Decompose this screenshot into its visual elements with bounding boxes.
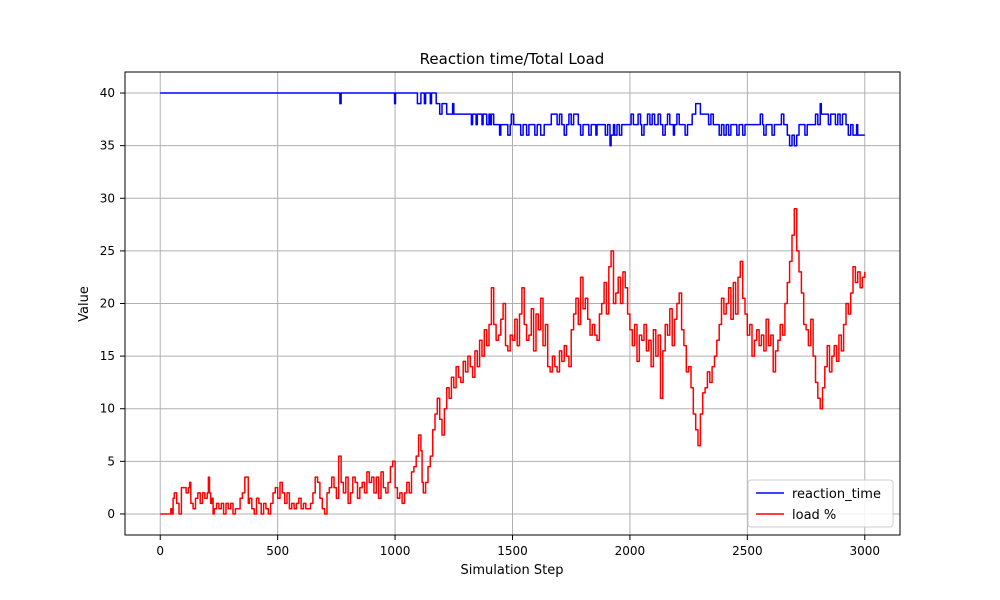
ticks: 0 500 1000 1500 2000 2500 3000 0 5 10 15 20 25 30 35 40	[100, 86, 880, 558]
series-line-1	[160, 208, 866, 515]
y-tick-label: 30	[100, 191, 115, 205]
y-tick-label: 5	[107, 454, 115, 468]
x-tick-label: 500	[266, 544, 289, 558]
series-layer	[160, 92, 866, 515]
x-tick-label: 1000	[380, 544, 411, 558]
y-tick-label: 10	[100, 402, 115, 416]
legend-box	[747, 479, 894, 528]
x-tick-label: 3000	[849, 544, 880, 558]
y-tick-label: 40	[100, 86, 115, 100]
x-axis-label: Simulation Step	[461, 563, 564, 578]
y-tick-label: 35	[100, 139, 115, 153]
x-tick-label: 2000	[615, 544, 646, 558]
y-tick-label: 15	[100, 349, 115, 363]
y-tick-label: 20	[100, 297, 115, 311]
x-tick-label: 1500	[497, 544, 528, 558]
series-line-0	[160, 92, 865, 147]
grid	[125, 72, 900, 535]
x-tick-label: 0	[156, 544, 164, 558]
chart-title: Reaction time/Total Load	[420, 50, 605, 68]
y-axis-label: Value	[77, 286, 92, 322]
legend-label-0: reaction_time	[792, 487, 881, 502]
x-tick-label: 2500	[732, 544, 763, 558]
legend-label-1: load %	[792, 508, 836, 523]
y-tick-label: 0	[107, 507, 115, 521]
y-tick-label: 25	[100, 244, 115, 258]
